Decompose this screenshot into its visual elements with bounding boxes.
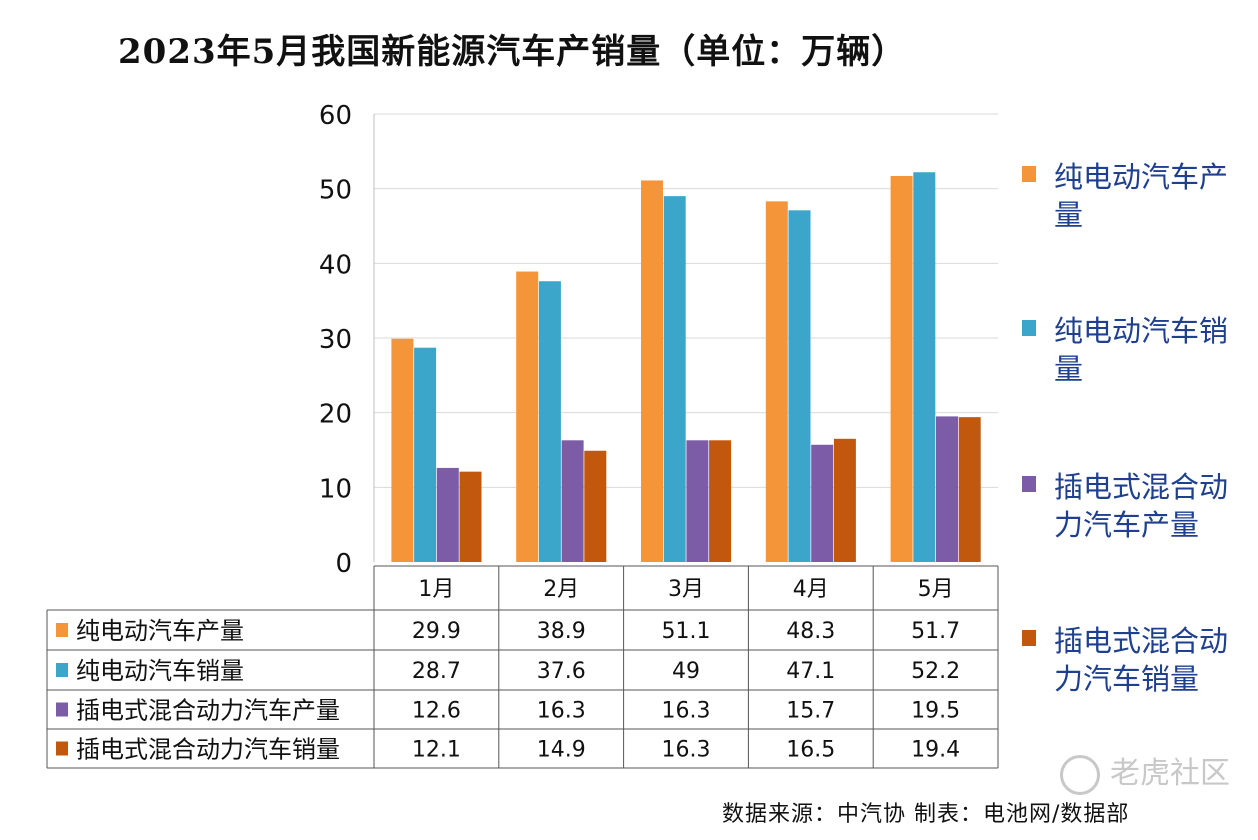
table-legend-swatch bbox=[56, 623, 68, 637]
bar-3-3 bbox=[686, 440, 709, 562]
table-value: 51.7 bbox=[911, 619, 960, 644]
bar-4-4 bbox=[833, 438, 856, 562]
y-tick-label: 60 bbox=[319, 101, 352, 131]
category-label: 1月 bbox=[418, 577, 454, 602]
bar-1-2 bbox=[516, 271, 539, 562]
y-tick-label: 30 bbox=[319, 325, 352, 355]
table-series-name: 纯电动汽车产量 bbox=[76, 617, 244, 645]
bar-4-1 bbox=[459, 471, 482, 562]
y-tick-label: 20 bbox=[319, 400, 352, 430]
bar-1-1 bbox=[391, 338, 414, 562]
y-tick-label: 0 bbox=[335, 549, 352, 579]
bar-3-5 bbox=[936, 416, 958, 562]
bar-2-4 bbox=[788, 210, 811, 562]
table-value: 38.9 bbox=[537, 619, 586, 644]
category-label: 5月 bbox=[918, 577, 954, 602]
bar-4-2 bbox=[584, 450, 607, 562]
table-value: 48.3 bbox=[786, 619, 835, 644]
table-series-name: 插电式混合动力汽车产量 bbox=[76, 697, 340, 725]
legend-label: 纯电动汽车销量 bbox=[1054, 314, 1229, 386]
bar-4-3 bbox=[709, 440, 732, 562]
table-value: 29.9 bbox=[412, 619, 461, 644]
table-value: 52.2 bbox=[911, 659, 960, 684]
watermark-text: 老虎社区 bbox=[1110, 756, 1230, 791]
y-tick-label: 40 bbox=[319, 250, 352, 280]
bar-1-3 bbox=[641, 180, 663, 562]
bar-2-1 bbox=[414, 347, 437, 562]
table-value: 49 bbox=[672, 659, 700, 684]
table-value: 19.5 bbox=[911, 699, 960, 724]
bar-2-2 bbox=[538, 281, 561, 562]
table-value: 16.3 bbox=[662, 699, 711, 724]
y-tick-label: 10 bbox=[319, 474, 352, 504]
table-value: 15.7 bbox=[786, 699, 835, 724]
bar-3-2 bbox=[561, 440, 584, 562]
bar-4-5 bbox=[958, 417, 981, 562]
y-tick-label: 50 bbox=[319, 176, 352, 206]
legend-swatch bbox=[1022, 476, 1036, 492]
legend-label: 插电式混合动力汽车产量 bbox=[1054, 470, 1229, 542]
bar-1-5 bbox=[890, 175, 913, 562]
legend-swatch bbox=[1022, 320, 1036, 336]
watermark-logo: 老虎社区 bbox=[1060, 748, 1230, 795]
table-value: 12.1 bbox=[412, 738, 461, 763]
table-value: 37.6 bbox=[537, 659, 586, 684]
category-label: 2月 bbox=[543, 577, 579, 602]
bar-1-4 bbox=[765, 201, 788, 563]
bar-2-3 bbox=[663, 196, 686, 562]
table-legend-swatch bbox=[56, 702, 68, 717]
legend-label: 纯电动汽车产量 bbox=[1054, 160, 1229, 232]
table-value: 12.6 bbox=[412, 699, 461, 724]
chart-title: 2023年5月我国新能源汽车产销量（单位：万辆） bbox=[118, 32, 907, 72]
category-label: 4月 bbox=[793, 577, 829, 602]
table-value: 28.7 bbox=[412, 659, 461, 684]
legend-label: 插电式混合动力汽车销量 bbox=[1054, 624, 1229, 696]
bar-2-5 bbox=[913, 172, 936, 563]
legend-swatch bbox=[1022, 166, 1036, 182]
table-legend-swatch bbox=[56, 663, 68, 677]
table-value: 14.9 bbox=[537, 738, 586, 763]
table-series-name: 纯电动汽车销量 bbox=[76, 657, 244, 685]
table-value: 16.3 bbox=[662, 738, 711, 763]
table-value: 19.4 bbox=[911, 738, 960, 763]
bar-3-4 bbox=[811, 444, 834, 562]
table-value: 16.5 bbox=[786, 738, 835, 763]
legend-swatch bbox=[1022, 630, 1036, 646]
table-value: 51.1 bbox=[662, 619, 711, 644]
source-note: 数据来源：中汽协 制表：电池网/数据部 bbox=[722, 802, 1130, 827]
category-label: 3月 bbox=[668, 577, 704, 602]
table-value: 16.3 bbox=[537, 699, 586, 724]
table-legend-swatch bbox=[56, 741, 68, 756]
bar-3-1 bbox=[436, 467, 459, 562]
tiger-logo-icon bbox=[1060, 754, 1100, 795]
table-series-name: 插电式混合动力汽车销量 bbox=[76, 736, 340, 764]
table-value: 47.1 bbox=[786, 659, 835, 684]
